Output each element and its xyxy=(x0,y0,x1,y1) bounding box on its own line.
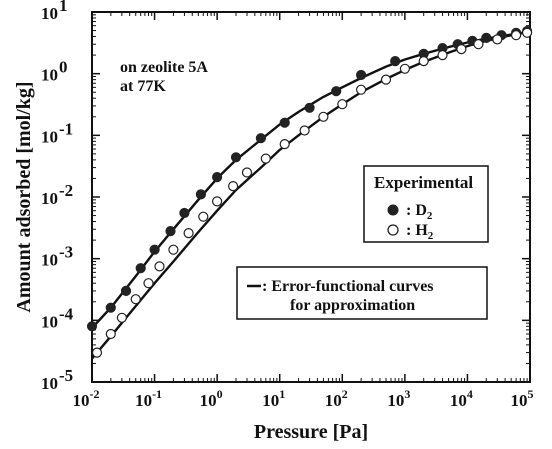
y-axis-ticks xyxy=(92,11,530,383)
data-point-d2 xyxy=(279,117,290,128)
y-tick-exponent: -1 xyxy=(59,119,73,138)
legend-experimental-box xyxy=(363,165,489,243)
data-point-d2 xyxy=(331,86,342,97)
y-tick-label: 10 xyxy=(41,251,58,270)
x-tick-label: 100 xyxy=(200,387,223,410)
x-tick-label: 10-2 xyxy=(73,387,100,410)
data-point-h2 xyxy=(521,27,533,38)
data-point-h2 xyxy=(105,328,116,340)
y-tick-label: 10 xyxy=(41,189,58,208)
data-point-h2 xyxy=(91,347,103,358)
data-point-d2 xyxy=(212,172,223,183)
y-axis-title: Amount adsorbed [mol/kg] xyxy=(13,81,35,312)
y-tick-label: 10 xyxy=(41,127,58,146)
x-tick-label: 101 xyxy=(262,387,285,410)
y-tick-exponent: 0 xyxy=(59,58,68,77)
data-point-h2 xyxy=(437,49,448,61)
data-point-d2 xyxy=(149,244,160,255)
y-tick-label: 10 xyxy=(41,4,58,23)
data-point-h2 xyxy=(356,84,367,95)
data-point-h2 xyxy=(183,228,194,239)
data-point-d2 xyxy=(255,133,266,144)
data-point-h2 xyxy=(337,99,348,110)
data-point-h2 xyxy=(154,261,165,272)
legend-experimental-title: Experimental xyxy=(374,173,473,192)
data-point-h2 xyxy=(473,39,484,50)
y-tick-exponent: -5 xyxy=(59,366,73,385)
y-tick-label: 10 xyxy=(41,66,58,85)
annotation-line-2: at 77K xyxy=(120,78,166,95)
data-point-d2 xyxy=(481,32,492,44)
y-tick-label: 10 xyxy=(41,374,58,393)
data-point-h2 xyxy=(299,125,310,136)
y-tick-exponent: -2 xyxy=(59,181,73,200)
data-point-h2 xyxy=(399,63,410,74)
x-tick-label: 102 xyxy=(325,387,348,410)
data-point-h2 xyxy=(418,55,429,67)
data-point-h2 xyxy=(260,153,271,164)
legend-h2-marker xyxy=(387,224,399,236)
data-point-d2 xyxy=(165,226,176,237)
data-point-d2 xyxy=(120,285,132,296)
x-tick-label: 104 xyxy=(450,387,473,410)
legend-curves: : Error-functional curves for approximat… xyxy=(236,266,488,320)
x-axis-title: Pressure [Pa] xyxy=(254,421,368,443)
legend-h2-subscript: 2 xyxy=(428,230,434,242)
data-point-h2 xyxy=(380,74,392,85)
x-axis-tick-labels: 10-2 10-1 100 101 102 103 104 105 xyxy=(73,387,534,410)
data-point-d2 xyxy=(195,189,206,200)
data-point-h2 xyxy=(318,111,329,122)
x-tick-label: 105 xyxy=(511,387,534,410)
x-axis-ticks xyxy=(91,12,531,382)
data-points xyxy=(86,26,533,358)
legend-d2-marker xyxy=(387,204,399,216)
data-point-h2 xyxy=(168,244,179,255)
data-point-d2 xyxy=(179,207,190,219)
data-point-d2 xyxy=(230,152,242,163)
data-point-d2 xyxy=(105,302,116,313)
x-tick-label: 10-1 xyxy=(135,387,162,410)
y-tick-exponent: 1 xyxy=(59,0,68,15)
data-point-d2 xyxy=(390,55,401,67)
legend-experimental: Experimental : D2 : H2 xyxy=(363,165,489,243)
data-point-d2 xyxy=(356,69,367,81)
legend-curve-label-1: : Error-functional curves xyxy=(262,278,434,295)
data-point-h2 xyxy=(116,312,128,323)
data-point-h2 xyxy=(279,139,290,150)
annotation-line-1: on zeolite 5A xyxy=(120,59,208,76)
legend-d2-label: : D2 xyxy=(406,202,433,222)
data-point-h2 xyxy=(241,167,253,178)
data-point-h2 xyxy=(228,181,239,192)
data-point-h2 xyxy=(198,211,209,222)
data-point-d2 xyxy=(86,321,98,332)
data-point-h2 xyxy=(130,294,141,305)
y-tick-exponent: -4 xyxy=(59,304,74,323)
data-point-d2 xyxy=(135,263,146,274)
data-point-h2 xyxy=(212,196,223,207)
legend-h2-label: : H2 xyxy=(406,222,434,242)
data-point-h2 xyxy=(510,30,522,41)
data-point-h2 xyxy=(143,278,154,289)
data-point-h2 xyxy=(492,34,503,45)
data-point-d2 xyxy=(304,102,315,113)
legend-curves-box xyxy=(236,266,488,320)
data-point-h2 xyxy=(456,43,467,55)
y-tick-exponent: -3 xyxy=(59,243,73,262)
x-tick-label: 103 xyxy=(387,387,410,410)
legend-curve-label-2: for approximation xyxy=(290,297,415,314)
legend-d2-subscript: 2 xyxy=(427,210,433,222)
y-tick-label: 10 xyxy=(41,312,58,331)
